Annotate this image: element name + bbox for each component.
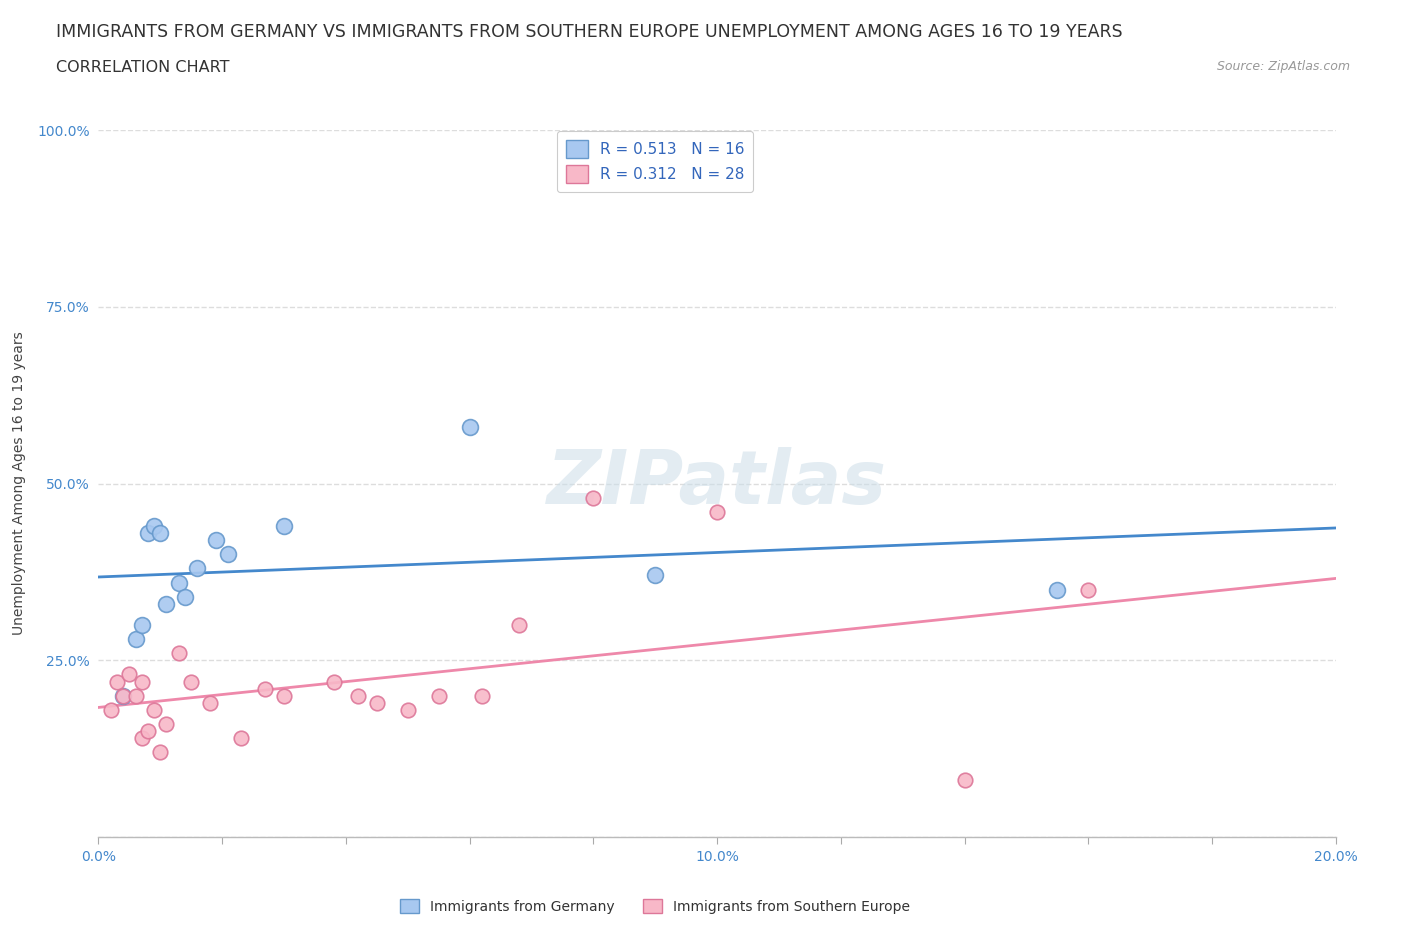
- Point: [347, 688, 370, 703]
- Point: [508, 618, 530, 632]
- Point: [105, 674, 128, 689]
- Point: [217, 547, 239, 562]
- Point: [1077, 582, 1099, 597]
- Point: [100, 702, 122, 717]
- Point: [186, 561, 208, 576]
- Point: [273, 688, 295, 703]
- Point: [131, 731, 153, 746]
- Point: [174, 590, 197, 604]
- Legend: Immigrants from Germany, Immigrants from Southern Europe: Immigrants from Germany, Immigrants from…: [395, 894, 915, 920]
- Point: [143, 702, 166, 717]
- Point: [322, 674, 344, 689]
- Point: [155, 716, 177, 731]
- Point: [427, 688, 450, 703]
- Point: [112, 688, 135, 703]
- Y-axis label: Unemployment Among Ages 16 to 19 years: Unemployment Among Ages 16 to 19 years: [13, 332, 27, 635]
- Point: [254, 681, 277, 696]
- Point: [143, 519, 166, 534]
- Point: [155, 596, 177, 611]
- Point: [458, 419, 481, 434]
- Point: [124, 688, 146, 703]
- Text: CORRELATION CHART: CORRELATION CHART: [56, 60, 229, 75]
- Point: [706, 504, 728, 519]
- Point: [131, 618, 153, 632]
- Point: [149, 745, 172, 760]
- Point: [229, 731, 252, 746]
- Point: [205, 533, 228, 548]
- Point: [167, 575, 190, 590]
- Point: [112, 688, 135, 703]
- Point: [396, 702, 419, 717]
- Point: [273, 519, 295, 534]
- Point: [118, 667, 141, 682]
- Point: [167, 645, 190, 660]
- Point: [582, 490, 605, 505]
- Point: [136, 724, 159, 738]
- Text: Source: ZipAtlas.com: Source: ZipAtlas.com: [1216, 60, 1350, 73]
- Text: IMMIGRANTS FROM GERMANY VS IMMIGRANTS FROM SOUTHERN EUROPE UNEMPLOYMENT AMONG AG: IMMIGRANTS FROM GERMANY VS IMMIGRANTS FR…: [56, 23, 1123, 41]
- Point: [644, 568, 666, 583]
- Text: ZIPatlas: ZIPatlas: [547, 447, 887, 520]
- Point: [471, 688, 494, 703]
- Point: [366, 696, 388, 711]
- Point: [198, 696, 221, 711]
- Point: [136, 525, 159, 540]
- Point: [149, 525, 172, 540]
- Point: [131, 674, 153, 689]
- Point: [124, 631, 146, 646]
- Point: [953, 773, 976, 788]
- Point: [1046, 582, 1069, 597]
- Point: [180, 674, 202, 689]
